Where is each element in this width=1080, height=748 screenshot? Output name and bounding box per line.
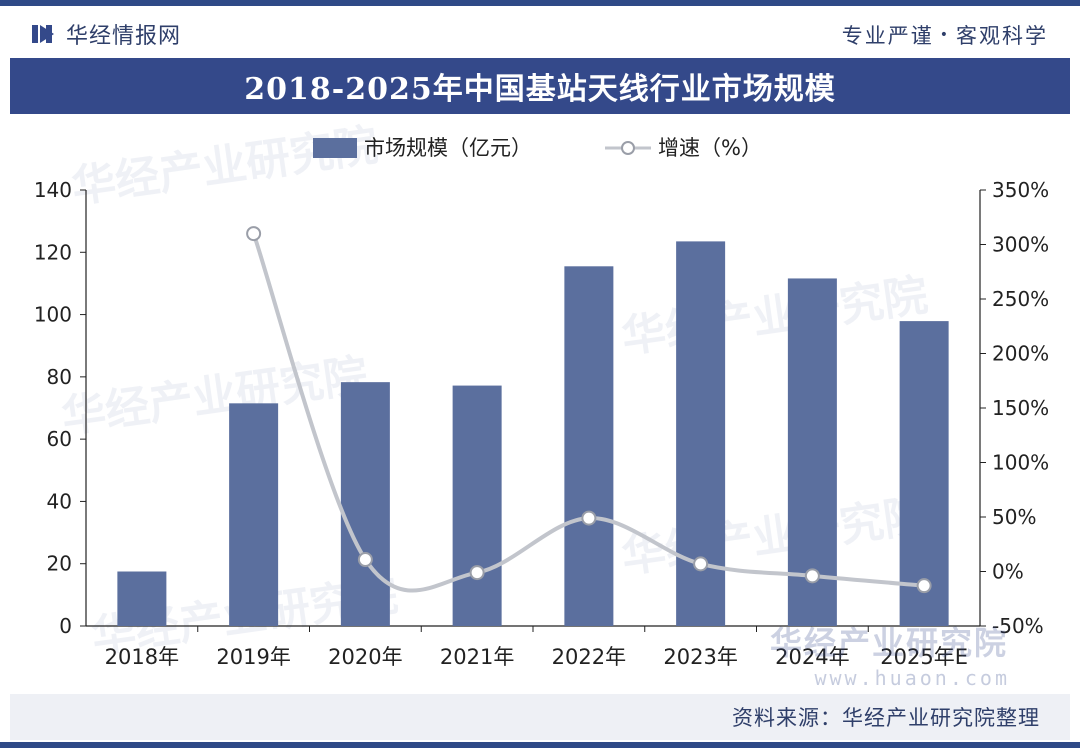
y-tick-label-right: 100% <box>992 451 1049 475</box>
y-tick-label-left: 60 <box>47 427 72 451</box>
brand-name: 华经情报网 <box>66 24 182 49</box>
slogan: 专业严谨 • 客观科学 <box>842 20 1048 50</box>
url-watermark: www.huaon.com <box>814 666 1010 690</box>
x-tick-label: 2019年 <box>216 645 290 669</box>
x-tick-label: 2024年 <box>775 645 849 669</box>
legend: 市场规模（亿元） 增速（%） <box>313 136 762 160</box>
footer-bar: 资料来源：华经产业研究院整理 <box>10 694 1070 740</box>
bar-2018年 <box>117 571 167 626</box>
growth-point-2023年 <box>693 556 709 572</box>
bar-2025年E <box>899 321 949 626</box>
y-tick-label-left: 0 <box>59 614 72 638</box>
bar-2019年 <box>229 403 279 626</box>
legend-line-marker <box>621 141 635 155</box>
growth-point-2019年 <box>246 226 262 242</box>
x-tick-label: 2020年 <box>328 645 402 669</box>
growth-point-2020年 <box>357 552 373 568</box>
chart-area: 市场规模（亿元） 增速（%） 0 20 40 60 80 100 120 140 -50% 0% 5… <box>34 136 1049 669</box>
brand: 华经情报网 <box>30 18 181 50</box>
axes: 0 20 40 60 80 100 120 140 -50% 0% 50% 100% 150% 200% 2… <box>34 178 1049 638</box>
x-tick-label: 2018年 <box>105 645 179 669</box>
bars <box>117 241 949 626</box>
legend-line-label: 增速（%） <box>658 136 762 160</box>
y-tick-label-left: 40 <box>47 489 72 513</box>
header: 华经情报网 专业严谨 • 客观科学 <box>0 6 1080 58</box>
y-tick-label-right: -50% <box>992 614 1044 638</box>
slogan-left: 专业严谨 <box>841 24 934 48</box>
x-tick-label: 2021年 <box>440 645 514 669</box>
y-tick-label-left: 120 <box>34 240 72 264</box>
title-bar: 2018-2025年中国基站天线行业市场规模 <box>10 58 1070 114</box>
bar-2020年 <box>340 382 390 626</box>
bar-2024年 <box>787 278 837 626</box>
source-note: 资料来源：华经产业研究院整理 <box>732 706 1040 730</box>
slogan-right: 客观科学 <box>956 24 1048 48</box>
y-tick-label-right: 300% <box>992 233 1049 257</box>
bottom-border <box>0 742 1080 748</box>
y-tick-label-right: 200% <box>992 342 1049 366</box>
legend-bar-swatch <box>313 138 357 158</box>
y-tick-label-left: 20 <box>47 552 72 576</box>
growth-point-2021年 <box>469 565 485 581</box>
growth-point-2024年 <box>804 568 820 584</box>
brand-logo-icon <box>32 25 54 43</box>
top-border <box>0 0 1080 6</box>
slogan-separator: • <box>939 27 950 43</box>
watermark-brand-large: 华经产业研究院 <box>770 624 1009 662</box>
x-tick-label: 2023年 <box>663 645 737 669</box>
y-tick-label-right: 150% <box>992 396 1049 420</box>
bar-2021年 <box>452 385 502 626</box>
y-tick-label-right: 50% <box>992 505 1036 529</box>
growth-point-2025年E <box>916 578 932 594</box>
legend-bar-label: 市场规模（亿元） <box>364 136 532 160</box>
y-tick-label-left: 140 <box>34 178 72 202</box>
x-tick-label: 2022年 <box>552 645 626 669</box>
x-tick-label: 2025年E <box>880 645 968 669</box>
chart-title: 2018-2025年中国基站天线行业市场规模 <box>244 72 836 107</box>
y-tick-label-right: 250% <box>992 287 1049 311</box>
growth-line <box>251 232 925 593</box>
growth-line-series <box>246 226 932 594</box>
y-tick-label-left: 80 <box>47 365 72 389</box>
y-tick-label-left: 100 <box>34 303 72 327</box>
bar-2022年 <box>564 266 614 626</box>
y-tick-label-right: 350% <box>992 178 1049 202</box>
y-tick-label-right: 0% <box>992 560 1024 584</box>
x-axis-labels: 2018年 2019年 2020年 2021年 2022年 2023年 2024年 2025年… <box>105 645 968 669</box>
growth-point-2022年 <box>581 510 597 526</box>
